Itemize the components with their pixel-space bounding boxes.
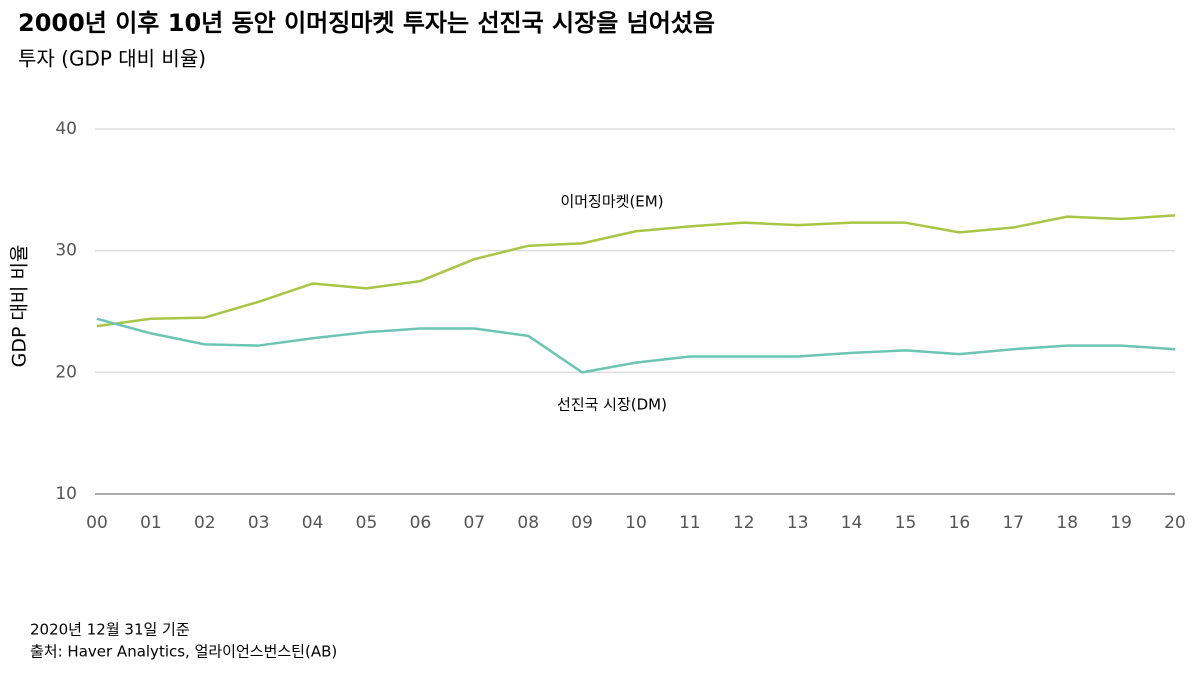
x-tick-label: 03 (248, 513, 270, 533)
note: 2020년 12월 31일 기준 (30, 621, 190, 639)
source: 출처: Haver Analytics, 얼라이언스번스틴(AB) (30, 643, 337, 661)
x-tick-label: 01 (140, 513, 162, 533)
x-tick-label: 20 (1164, 513, 1186, 533)
chart-subtitle: 투자 (GDP 대비 비율) (18, 47, 206, 71)
line (96, 317, 1176, 374)
y-tick-label: 20 (55, 362, 77, 382)
chart-title: 2000년 이후 10년 동안 이머징마켓 투자는 선진국 시장을 넘어섰음 (18, 9, 715, 37)
x-tick-label: 19 (1110, 513, 1132, 533)
y-tick-label: 40 (55, 119, 77, 139)
x-tick-label: 10 (625, 513, 647, 533)
x-tick-label: 16 (949, 513, 971, 533)
x-tick-label: 06 (410, 513, 432, 533)
y-tick-label: 10 (55, 484, 77, 504)
y-axis-label: GDP 대비 비율 (9, 245, 31, 368)
x-tick-label: 17 (1002, 513, 1024, 533)
series-label: 선진국 시장(DM) (557, 396, 667, 414)
x-tick-label: 07 (463, 513, 485, 533)
x-tick-label: 00 (86, 513, 108, 533)
x-tick-label: 13 (787, 513, 809, 533)
x-tick-label: 15 (895, 513, 917, 533)
x-tick-label: 02 (194, 513, 216, 533)
series-label: 이머징마켓(EM) (560, 193, 663, 211)
x-tick-label: 14 (841, 513, 863, 533)
x-tick-label: 04 (302, 513, 324, 533)
x-tick-label: 12 (733, 513, 755, 533)
y-tick-label: 30 (55, 241, 77, 261)
x-tick-label: 05 (356, 513, 378, 533)
x-tick-label: 11 (679, 513, 701, 533)
x-tick-label: 18 (1056, 513, 1078, 533)
x-tick-label: 09 (571, 513, 593, 533)
line (96, 214, 1176, 328)
x-tick-label: 08 (517, 513, 539, 533)
